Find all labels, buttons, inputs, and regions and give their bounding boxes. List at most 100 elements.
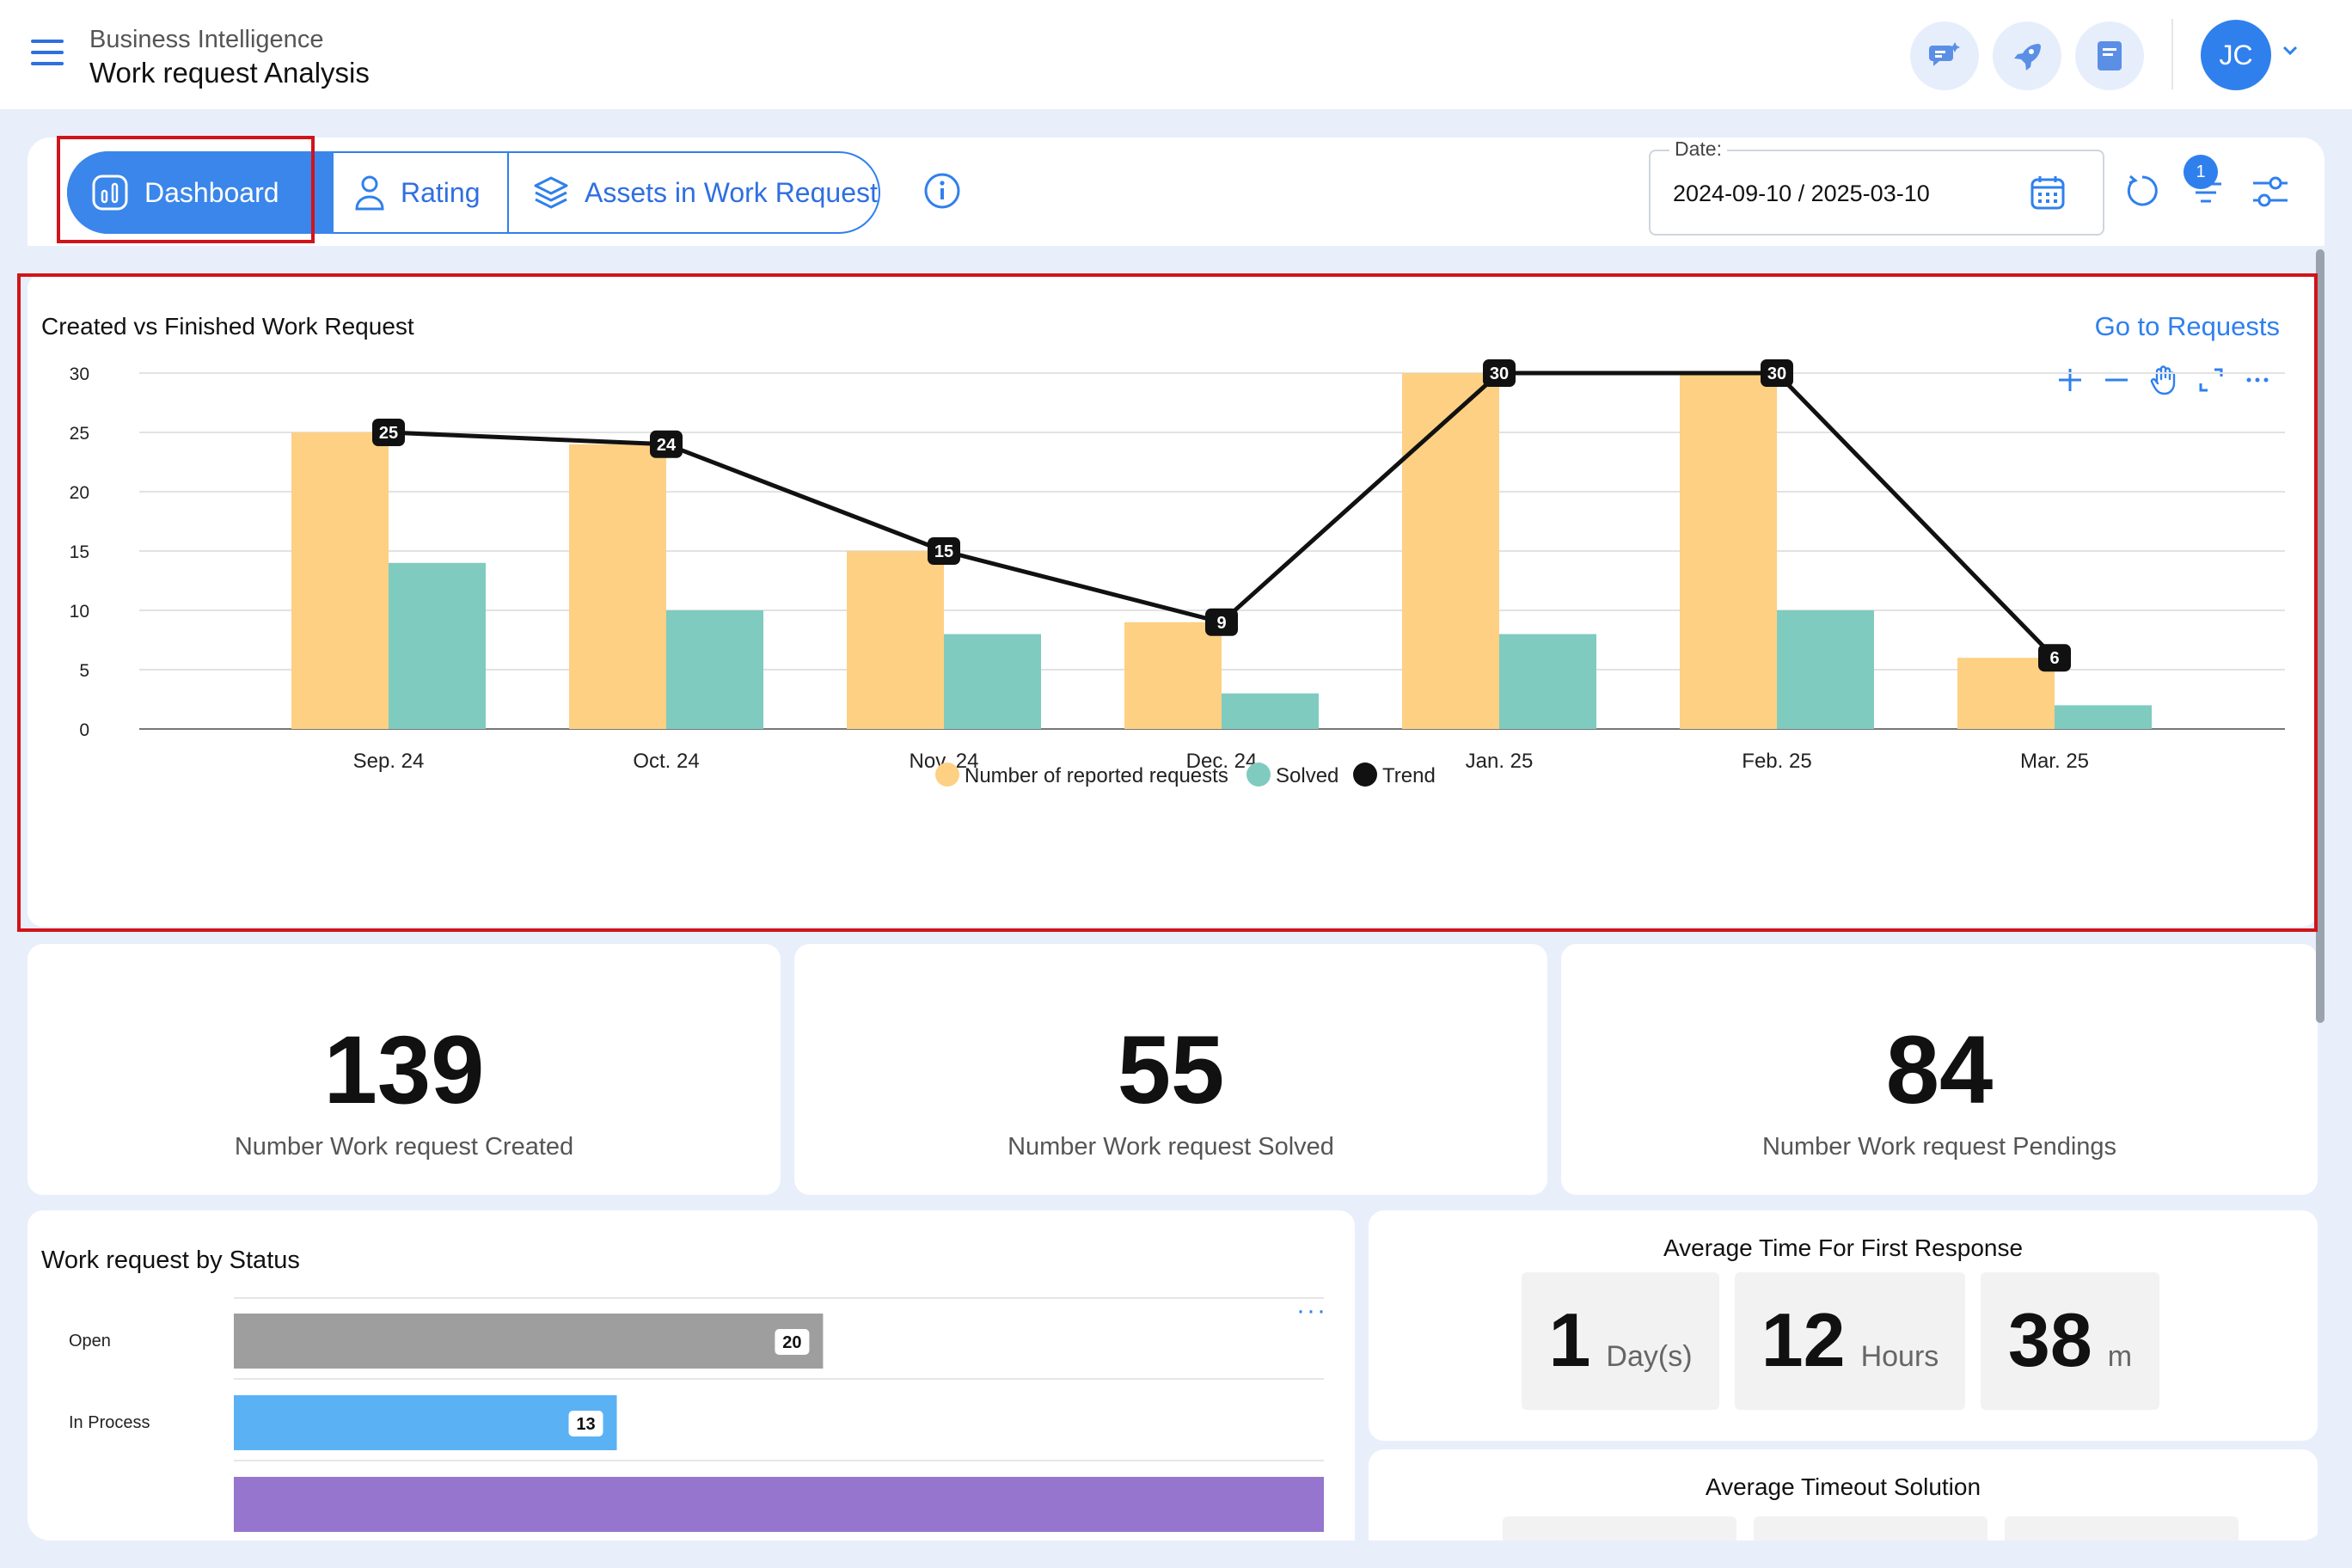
rocket-button[interactable] bbox=[1993, 21, 2061, 90]
toolbar: Dashboard Rating Assets in Work Request … bbox=[28, 138, 2324, 246]
chart-bars-icon bbox=[92, 175, 128, 211]
scrollbar[interactable] bbox=[2316, 249, 2324, 1023]
status-bar bbox=[234, 1395, 617, 1450]
hours-unit: Hours bbox=[1860, 1340, 1939, 1373]
rocket-icon bbox=[2014, 44, 2041, 70]
tab-assets-label: Assets in Work Request bbox=[585, 176, 878, 208]
hours-box: 12 Hours bbox=[1735, 1272, 1965, 1410]
y-tick-label: 15 bbox=[70, 542, 89, 562]
chart-toolbar bbox=[2056, 364, 2271, 395]
trend-point bbox=[372, 419, 405, 446]
trend-data-label: 30 bbox=[1767, 364, 1786, 383]
bar-reported bbox=[1680, 373, 1777, 729]
top-header: Business Intelligence Work request Analy… bbox=[0, 0, 2352, 109]
avatar[interactable]: JC bbox=[2201, 20, 2271, 90]
bar-reported bbox=[569, 444, 666, 729]
x-tick-label: Mar. 25 bbox=[2020, 750, 2089, 773]
bar-solved bbox=[1777, 610, 1874, 729]
bar-solved bbox=[1222, 693, 1319, 729]
trend-point bbox=[1483, 359, 1516, 387]
trend-data-label: 25 bbox=[379, 424, 398, 443]
kpi-pending-label: Number Work request Pendings bbox=[1761, 1133, 2117, 1161]
days-box: 1 Day(s) bbox=[1522, 1272, 1719, 1410]
bar-solved bbox=[944, 634, 1041, 729]
status-bar-chart: Open 20 In Process 13 bbox=[69, 1297, 1324, 1532]
page-title: Work request Analysis bbox=[89, 57, 370, 89]
header-divider bbox=[2171, 19, 2173, 89]
bar-reported bbox=[291, 432, 389, 729]
tab-dashboard-label: Dashboard bbox=[144, 176, 279, 208]
status-chart-card: Work request by Status ··· Open 20 In Proc… bbox=[28, 1210, 1355, 1540]
menu-icon[interactable] bbox=[31, 40, 64, 67]
status-value-label: 13 bbox=[576, 1415, 595, 1434]
trend-data-label: 30 bbox=[1490, 364, 1509, 383]
tab-rating[interactable]: Rating bbox=[337, 153, 509, 232]
timeout-days-box bbox=[1503, 1516, 1736, 1540]
pan-hand-icon[interactable] bbox=[2149, 364, 2178, 395]
status-value-badge bbox=[568, 1411, 603, 1436]
tab-group: Dashboard Rating Assets in Work Request bbox=[67, 151, 880, 234]
trend-point bbox=[2038, 644, 2071, 672]
tab-assets[interactable]: Assets in Work Request bbox=[511, 153, 880, 232]
legend-label: Trend bbox=[1382, 764, 1436, 787]
kpi-pending-value: 84 bbox=[1885, 1016, 1994, 1124]
tab-rating-label: Rating bbox=[401, 176, 481, 208]
docs-button[interactable] bbox=[2075, 21, 2144, 90]
chat-ai-button[interactable] bbox=[1910, 21, 1979, 90]
x-tick-label: Oct. 24 bbox=[633, 750, 699, 773]
status-bar bbox=[234, 1314, 824, 1369]
x-tick-label: Jan. 25 bbox=[1466, 750, 1534, 773]
y-tick-label: 30 bbox=[70, 364, 89, 384]
date-label: Date: bbox=[1669, 138, 1727, 161]
bar-solved bbox=[666, 610, 763, 729]
hours-value: 12 bbox=[1761, 1297, 1846, 1382]
more-icon[interactable]: ··· bbox=[1296, 1296, 1327, 1325]
legend-label: Number of reported requests bbox=[965, 764, 1228, 787]
trend-point bbox=[1205, 608, 1238, 636]
y-tick-label: 0 bbox=[79, 720, 89, 740]
status-chart-title: Work request by Status bbox=[41, 1246, 300, 1274]
chevron-down-icon[interactable] bbox=[2282, 45, 2299, 57]
book-icon bbox=[2098, 41, 2122, 70]
trend-point bbox=[650, 430, 683, 458]
bar-solved bbox=[1499, 634, 1596, 729]
timeout-hours-box bbox=[1754, 1516, 1988, 1540]
created-vs-finished-chart-card: Created vs Finished Work Request Go to R… bbox=[28, 273, 2318, 927]
kpi-created-label: Number Work request Created bbox=[234, 1133, 574, 1161]
more-icon[interactable] bbox=[2244, 366, 2271, 394]
x-tick-label: Sep. 24 bbox=[353, 750, 425, 773]
date-range-field[interactable]: Date: 2024-09-10 / 2025-03-10 bbox=[1649, 138, 2104, 236]
legend-swatch bbox=[1246, 763, 1271, 787]
zoom-out-icon[interactable] bbox=[2103, 366, 2130, 394]
status-value-label: 20 bbox=[782, 1333, 801, 1352]
bar-reported bbox=[847, 551, 944, 729]
minutes-value: 38 bbox=[2007, 1297, 2092, 1382]
bar-solved bbox=[389, 562, 486, 729]
days-value: 1 bbox=[1548, 1297, 1591, 1382]
go-to-requests-link[interactable]: Go to Requests bbox=[2094, 311, 2280, 341]
chart-title: Created vs Finished Work Request bbox=[41, 313, 414, 340]
info-icon[interactable] bbox=[923, 172, 961, 210]
trend-point bbox=[1761, 359, 1793, 387]
tab-dashboard[interactable]: Dashboard bbox=[67, 151, 334, 234]
trend-data-label: 24 bbox=[657, 436, 677, 455]
fullscreen-icon[interactable] bbox=[2197, 366, 2225, 394]
kpi-solved-label: Number Work request Solved bbox=[1008, 1133, 1334, 1161]
status-label: Open bbox=[69, 1332, 111, 1351]
y-tick-label: 25 bbox=[70, 424, 89, 444]
trend-data-label: 9 bbox=[1216, 614, 1226, 633]
y-tick-label: 10 bbox=[70, 602, 89, 622]
timeout-solution-title: Average Timeout Solution bbox=[1705, 1473, 1981, 1500]
status-value-badge bbox=[775, 1329, 810, 1355]
kpi-solved-card: 55 Number Work request Solved bbox=[794, 944, 1547, 1195]
person-icon bbox=[355, 175, 384, 211]
trend-point bbox=[928, 537, 960, 565]
calendar-icon[interactable] bbox=[2029, 174, 2067, 211]
legend-label: Solved bbox=[1276, 764, 1338, 787]
minutes-box: 38 m bbox=[1981, 1272, 2159, 1410]
sliders-icon[interactable] bbox=[2251, 172, 2290, 211]
dashboard-content: Dashboard Rating Assets in Work Request … bbox=[28, 138, 2324, 1540]
y-tick-label: 5 bbox=[79, 661, 89, 681]
refresh-icon[interactable] bbox=[2123, 172, 2161, 210]
